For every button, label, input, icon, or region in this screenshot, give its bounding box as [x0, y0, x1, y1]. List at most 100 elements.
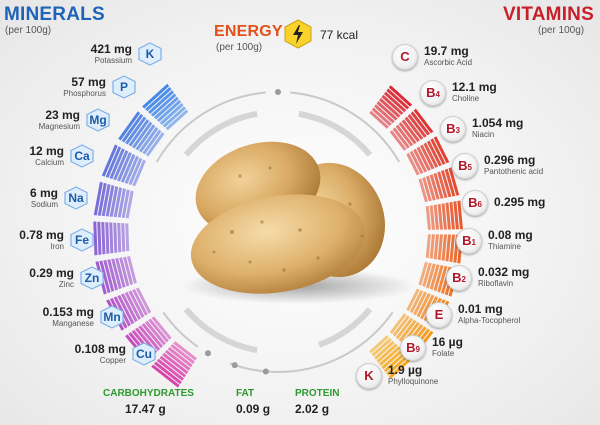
mineral-symbol-icon: Mg: [86, 108, 110, 132]
vitamin-name: Pantothenic acid: [484, 167, 544, 176]
vitamin-letter-icon: C: [392, 44, 418, 70]
right-bar-segment: [369, 335, 389, 354]
right-bar-segment: [374, 104, 395, 124]
mineral-amount: 0.29 mg: [29, 266, 74, 280]
right-bar-segment: [426, 140, 442, 167]
left-bar-segment: [109, 186, 119, 217]
vitamin-name: Ascorbic Acid: [424, 58, 473, 67]
left-bar-segment: [125, 116, 147, 145]
mineral-amount: 421 mg: [90, 42, 132, 56]
left-bar-segment: [121, 189, 130, 218]
vitamin-amount: 0.08 mg: [488, 228, 533, 242]
left-bar-segment: [121, 113, 144, 143]
right-bar-segment: [448, 167, 460, 196]
right-bar-segment: [433, 265, 444, 292]
right-bar-segment: [376, 343, 398, 363]
right-bar-segment: [433, 234, 439, 260]
energy-value: 77 kcal: [320, 28, 359, 42]
right-bar-segment: [379, 346, 401, 367]
vitamin-amount: 0.032 mg: [478, 265, 530, 279]
left-bar-segment: [162, 106, 186, 128]
mineral-amount: 0.78 mg: [19, 228, 64, 242]
left-bar-segment: [138, 325, 161, 351]
left-bar-segment: [93, 181, 103, 216]
mineral-symbol-icon: Zn: [80, 266, 104, 290]
inner-arc-band: [317, 307, 373, 348]
vitamin-name: Choline: [452, 94, 480, 103]
protein-label: PROTEIN: [295, 388, 340, 399]
mineral-name: Manganese: [52, 319, 94, 328]
right-bar-segment: [418, 178, 428, 203]
right-bar-segment: [398, 121, 417, 145]
mineral-name: Potassium: [94, 56, 132, 65]
vitamin-letter-icon: B4: [420, 80, 446, 106]
mineral-name: Copper: [99, 356, 126, 365]
right-bar-segment: [449, 234, 455, 263]
right-bar-segment: [445, 234, 451, 262]
right-bar-segment: [423, 142, 439, 168]
left-bar-segment: [124, 155, 139, 184]
lightning-icon: [284, 19, 312, 49]
left-bar-segment: [115, 258, 126, 288]
energy-unit: (per 100g): [216, 42, 263, 53]
right-bar-segment: [401, 119, 420, 142]
right-bar-segment: [389, 313, 407, 335]
left-bar-segment: [117, 222, 122, 253]
mineral-name: Sodium: [30, 200, 58, 209]
left-bar-segment: [105, 222, 110, 254]
right-bar-segment: [457, 200, 463, 230]
vitamin-name: Alpha-Tocopherol: [458, 316, 521, 325]
right-bar-segment: [388, 357, 413, 379]
vitamin-letter-icon: B9: [400, 335, 426, 361]
inner-arc-band: [183, 110, 258, 157]
left-bar-segment: [117, 294, 135, 325]
inner-arc: [162, 311, 199, 348]
vitamin-name: Riboflavin: [478, 279, 514, 288]
left-bar-segment: [165, 109, 189, 131]
mineral-amount: 6 mg: [29, 186, 58, 200]
left-bar-segment: [111, 258, 122, 290]
left-bar-segment: [145, 86, 172, 112]
right-bar-segment: [406, 152, 420, 176]
right-bar-segment: [376, 101, 398, 121]
vitamin-amount: 1.9 µg: [388, 363, 423, 377]
right-bar-segment: [383, 91, 407, 113]
left-bar-segment: [164, 349, 191, 371]
vitamin-letter-icon: E: [426, 302, 452, 328]
left-bar-segment: [156, 358, 184, 381]
right-bar-segment: [371, 338, 392, 357]
left-bar-segment: [135, 287, 152, 314]
right-bar-segment: [426, 263, 436, 289]
right-bar-segment: [445, 202, 451, 230]
left-bar-segment: [156, 99, 182, 123]
mineral-amount: 0.153 mg: [42, 305, 94, 319]
left-bar-segment: [113, 222, 118, 253]
mineral-symbol-icon: Fe: [70, 228, 94, 252]
carbohydrates-label: CARBOHYDRATES: [103, 388, 194, 399]
right-bar-segment: [444, 168, 456, 197]
left-bar-segment: [125, 223, 130, 252]
fat-label: FAT: [236, 388, 255, 399]
right-bar-segment: [395, 124, 414, 147]
right-bar-segment: [416, 146, 431, 171]
inner-arc: [229, 311, 394, 373]
right-bar-segment: [433, 172, 444, 199]
left-bar-segment: [109, 222, 114, 254]
left-bar-segment: [151, 316, 172, 340]
mineral-amount: 0.108 mg: [74, 342, 126, 356]
left-bar-segment: [97, 182, 107, 216]
vitamin-amount: 0.295 mg: [494, 195, 546, 209]
left-bar-segment: [159, 102, 184, 125]
left-bar-segment: [125, 190, 134, 219]
left-bar-segment: [105, 185, 115, 217]
left-bar-segment: [142, 129, 162, 155]
right-bar-segment: [429, 234, 435, 259]
right-bar-segment: [386, 88, 410, 110]
left-bar-segment: [124, 292, 141, 321]
right-bar-segment: [430, 138, 446, 165]
right-bar-segment: [388, 85, 413, 107]
left-bar-segment: [141, 323, 163, 349]
right-bar-segment: [409, 290, 424, 314]
right-bar-segment: [429, 174, 440, 200]
vitamin-letter-icon: B5: [452, 153, 478, 179]
